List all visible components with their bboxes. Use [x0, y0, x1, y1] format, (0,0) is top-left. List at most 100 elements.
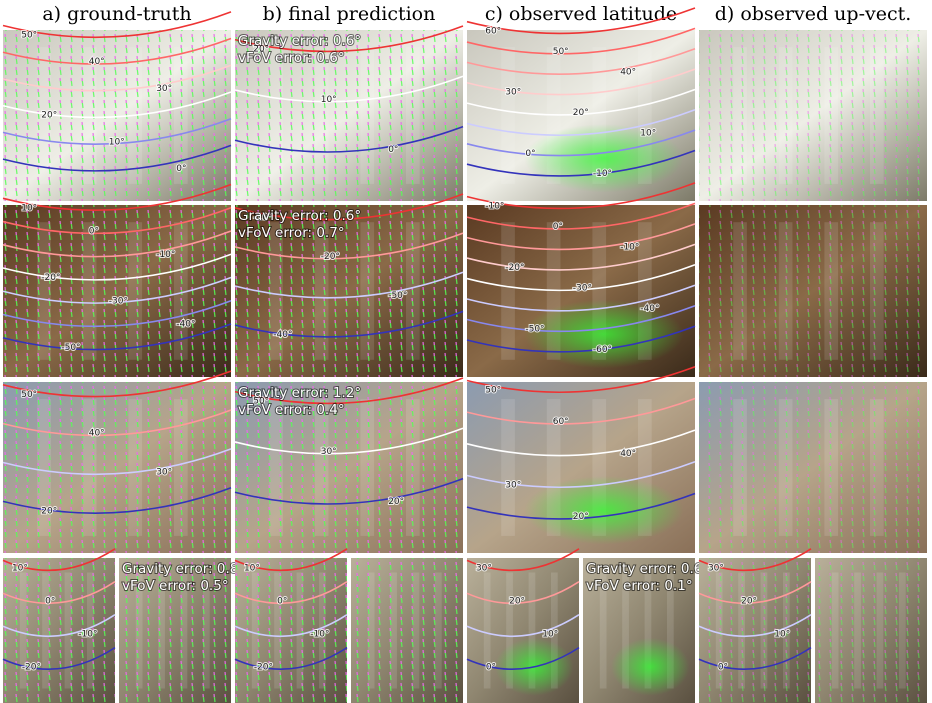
error-text: vFoV error: 0.7°: [238, 225, 345, 241]
latitude-contour: [234, 427, 464, 455]
contour-label: 10°: [12, 564, 28, 574]
latitude-contour: [2, 548, 116, 572]
latitude-contour: [466, 646, 580, 671]
latitude-contour: [2, 230, 232, 258]
latitude-contour: [698, 646, 812, 671]
error-text: vFoV error: 0.1°: [586, 578, 693, 594]
contour-label: 40°: [89, 429, 105, 439]
latitude-contour: [698, 548, 812, 572]
contour-label: -20°: [254, 662, 273, 672]
contour-label: 40°: [89, 57, 105, 67]
contour-label: -10°: [593, 169, 612, 179]
contour-label: -20°: [321, 252, 340, 262]
contour-label: 0°: [176, 164, 186, 174]
photo-detail: [644, 572, 652, 689]
latitude-contour: [466, 325, 696, 353]
latitude-contour: [2, 207, 232, 235]
latitude-contour: [2, 253, 232, 281]
contour-label: -10°: [620, 243, 639, 253]
photo-detail: [599, 572, 607, 689]
contour-label: -20°: [505, 263, 524, 273]
latitude-contour: [234, 125, 464, 153]
up-vector-field: [235, 205, 463, 377]
up-vector-field: [119, 558, 231, 703]
contour-label: 50°: [485, 385, 501, 395]
error-text: Gravity error: 0.8°: [122, 561, 245, 577]
latitude-contour: [2, 11, 232, 39]
contour-label: -40°: [640, 304, 659, 314]
latitude-contour: [2, 37, 232, 65]
latitude-contour: [466, 182, 696, 210]
photo-detail: [551, 572, 558, 689]
contour-label: 30°: [321, 447, 337, 457]
latitude-contour: [466, 109, 696, 136]
contour-label: 50°: [253, 397, 269, 407]
latitude-contour: [2, 300, 232, 328]
latitude-contour: [2, 144, 232, 172]
contour-label: 20°: [509, 596, 525, 606]
latitude-contour: [466, 202, 696, 230]
latitude-contour: [234, 614, 348, 638]
up-vector-field: [3, 205, 231, 377]
contour-label: -10°: [156, 250, 175, 260]
error-text: Gravity error: 0.6°: [586, 561, 709, 577]
contour-label: -50°: [388, 291, 407, 301]
up-vector-field: [235, 30, 463, 201]
contour-label: 10°: [21, 203, 37, 213]
latitude-contour: [466, 88, 696, 116]
latitude-contour: [466, 223, 696, 251]
column-header: a) ground-truth: [42, 3, 191, 25]
contour-label: -10°: [310, 629, 329, 639]
up-vector-field: [699, 558, 811, 703]
latitude-contour: [2, 183, 232, 211]
up-vector-field: [815, 558, 927, 703]
contour-label: -40°: [176, 320, 195, 330]
photo-detail: [483, 572, 491, 689]
contour-label: 30°: [476, 564, 492, 574]
contour-label: 0°: [553, 222, 563, 232]
latitude-contour: [234, 271, 464, 299]
latitude-contour: [466, 7, 696, 35]
latitude-contour: [2, 646, 116, 671]
contour-label: 20°: [573, 108, 589, 118]
contour-label: 10°: [321, 95, 337, 105]
contour-label: 20°: [41, 111, 57, 121]
latitude-contour: [2, 276, 232, 304]
latitude-contour: [2, 323, 232, 351]
contour-label: 50°: [553, 47, 569, 57]
latitude-contour: [234, 377, 464, 405]
latitude-contour: [2, 409, 232, 437]
photo-detail: [506, 572, 513, 689]
contour-label: 40°: [620, 67, 636, 77]
contour-label: 20°: [253, 45, 269, 55]
up-vector-field: [3, 382, 231, 553]
contour-label: 20°: [41, 506, 57, 516]
latitude-contour: [2, 64, 232, 92]
contour-label: 0°: [718, 662, 728, 672]
latitude-contour: [466, 397, 696, 425]
latitude-contour: [234, 477, 464, 505]
error-text: vFoV error: 0.6°: [238, 50, 345, 66]
latitude-contour: [466, 429, 696, 457]
latitude-contour: [234, 25, 464, 53]
contour-label: -30°: [109, 296, 128, 306]
column-header: b) final prediction: [263, 3, 436, 25]
contour-label: -30°: [573, 284, 592, 294]
contour-label: 0°: [388, 145, 398, 155]
latitude-contour: [234, 548, 348, 572]
latitude-contour: [234, 581, 348, 605]
latitude-contour: [2, 614, 116, 638]
latitude-contour: [2, 117, 232, 145]
contour-label: 10°: [109, 137, 125, 147]
photo-detail: [501, 47, 515, 184]
up-vector-field: [235, 558, 347, 703]
latitude-contour: [466, 492, 696, 520]
error-text: Gravity error: 0.6°: [238, 208, 361, 224]
contour-label: 30°: [708, 564, 724, 574]
latitude-contour: [698, 614, 812, 638]
up-vector-field: [699, 205, 927, 377]
up-vector-field: [235, 382, 463, 553]
up-vector-field: [351, 558, 463, 703]
contour-label: 10°: [774, 629, 790, 639]
